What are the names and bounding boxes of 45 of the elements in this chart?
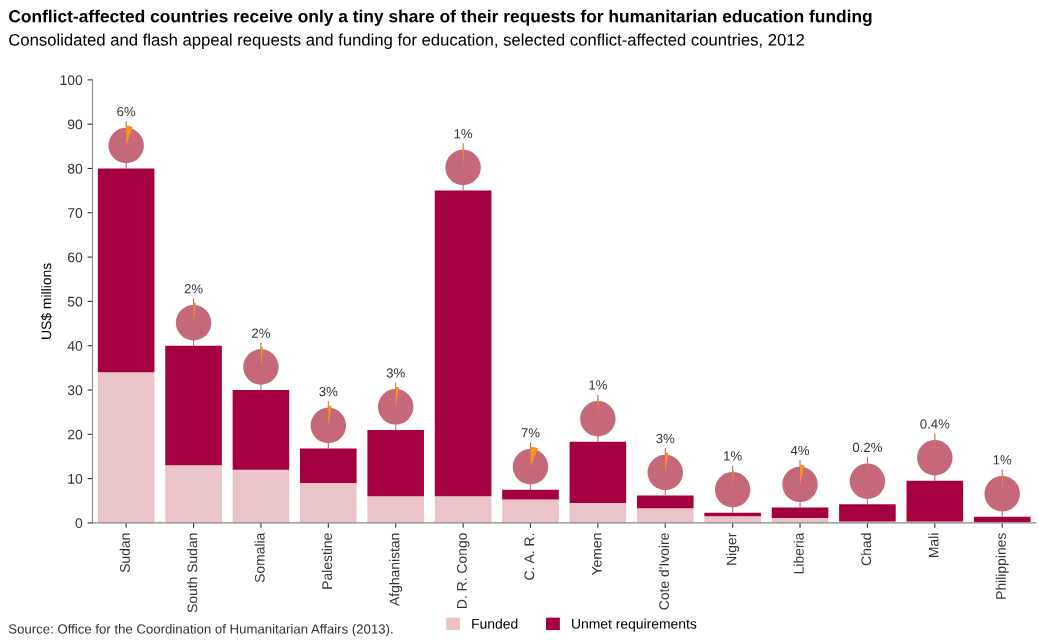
x-tick-label: C. A. R. [524, 533, 535, 580]
x-tick-label: Somalia [254, 532, 265, 583]
x-tick-label: Liberia [793, 532, 804, 574]
source-note: Source: Office for the Coordination of Humanitarian Affairs (2013). [8, 623, 393, 637]
y-tick-label: 70 [68, 208, 83, 218]
x-tick-label: South Sudan [187, 533, 198, 613]
y-axis-title: US$ millions [40, 263, 53, 339]
y-tick-label: 40 [67, 341, 83, 351]
y-tick-label: 30 [67, 385, 83, 396]
legend-label: Funded [472, 618, 518, 629]
y-tick-label: 0 [75, 518, 83, 529]
annotation: 2% [252, 328, 270, 338]
x-tick-label: Sudan [119, 533, 130, 573]
x-tick-label: Mali [928, 533, 939, 557]
y-tick-label: 20 [68, 429, 83, 440]
x-tick-label: Palestine [321, 533, 333, 589]
y-tick-label: 10 [68, 473, 83, 484]
y-tick-label: 90 [67, 119, 83, 130]
x-tick-label: Yemen [591, 533, 602, 576]
legend-label: Unmet requirements [572, 618, 697, 632]
x-tick-label: Philippines [995, 533, 1009, 599]
annotation: 0.4% [920, 419, 950, 429]
annotation: 3% [386, 368, 405, 378]
x-tick-label: Afghanistan [389, 533, 403, 606]
annotation: 1% [724, 451, 742, 461]
annotation: 4% [790, 445, 810, 456]
annotation: 3% [656, 433, 675, 444]
x-tick-label: D. R. Congo [456, 533, 470, 608]
chart-title: Conflict-affected countries receive only a tiny share of their requests for humanitarian education funding [9, 9, 872, 26]
x-tick-label: Chad [860, 533, 872, 566]
chart-subtitle: Consolidated and flash appeal requests and funding for education, selected conflict-affected countries, 2012 [9, 33, 805, 50]
y-tick-label: 50 [67, 296, 83, 307]
x-tick-label: Cote d'Ivoire [658, 533, 669, 610]
y-tick-label: 80 [67, 163, 83, 174]
y-tick-label: 60 [68, 252, 83, 263]
annotation: 2% [184, 284, 203, 294]
annotation: 7% [521, 428, 540, 438]
x-tick-label: Niger [726, 532, 740, 565]
annotation: 6% [117, 106, 136, 117]
y-tick-label: 100 [60, 75, 83, 86]
annotation: 1% [589, 380, 607, 390]
annotation: 1% [454, 129, 473, 139]
annotation: 3% [319, 386, 338, 397]
annotation: 1% [993, 455, 1012, 465]
annotation: 0.2% [852, 442, 882, 453]
